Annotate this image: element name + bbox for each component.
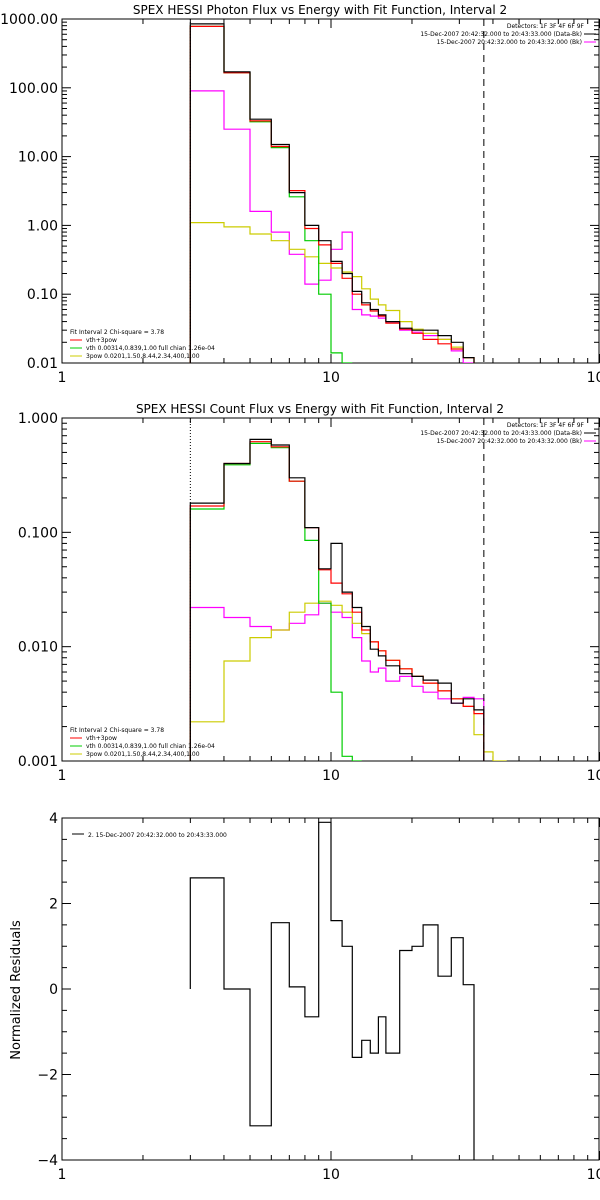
series-line-2-15-dec-2007-20-42-32-000-to-20-43-33-000: [189, 821, 475, 1160]
x-tick-label: 1: [58, 1167, 67, 1183]
x-tick-label: 10: [322, 768, 340, 784]
x-tick-label: 10: [322, 1167, 340, 1183]
series-group: [189, 438, 507, 761]
legend-entry: vth+3pow: [86, 735, 117, 742]
y-tick-label: −2: [37, 1068, 58, 1084]
series-group: [189, 23, 475, 363]
y-tick-label: 10.00: [18, 150, 58, 166]
y-tick-label: 1.000: [18, 411, 58, 427]
legend-entry: 15-Dec-2007 20:42:32.000 to 20:43:32.000…: [437, 438, 582, 445]
series-line-vth: [189, 442, 362, 761]
y-tick-label: 0.01: [27, 356, 58, 372]
series-line-vth-3pow: [189, 25, 475, 363]
y-tick-label: 0.010: [18, 640, 58, 656]
series-line-3pow: [189, 222, 475, 363]
y-tick-label: 0: [49, 982, 58, 998]
legend-entry: vth 0.00314,0.839,1.00 full chian 1.26e-…: [86, 345, 215, 352]
legend-entry: 3pow 0.0201,1.50,8.44,2.34,400,1.00: [86, 751, 200, 758]
series-line-bk: [189, 602, 485, 761]
plot-frame: [61, 417, 600, 762]
legend-entry: 2. 15-Dec-2007 20:42:32.000 to 20:43:33.…: [88, 832, 227, 839]
x-tick-label: 10: [322, 370, 340, 386]
series-line-3pow: [189, 600, 507, 761]
x-tick-label: 1: [58, 768, 67, 784]
series-line-vth: [189, 25, 353, 363]
legend-entry: 15-Dec-2007 20:42:32.000 to 20:43:32.000…: [437, 39, 582, 46]
y-tick-label: 1000.00: [0, 12, 58, 28]
legend-header: Fit Interval 2 Chi-square = 3.78: [70, 727, 164, 734]
y-tick-label: 0.001: [18, 754, 58, 770]
y-axis-label: Normalized Residuals: [9, 920, 24, 1060]
legend-header: Detectors: 1F 3F 4F 6F 9F: [507, 422, 585, 429]
legend-entry: 3pow 0.0201,1.50,8.44,2.34,400,1.00: [86, 353, 200, 360]
legend-entry: vth+3pow: [86, 337, 117, 344]
legend-entry: 15-Dec-2007 20:42:32.000 to 20:43:33.000…: [420, 430, 582, 437]
y-tick-label: −4: [37, 1153, 58, 1169]
y-tick-label: 4: [49, 811, 58, 827]
legend-header: Fit Interval 2 Chi-square = 3.78: [70, 329, 164, 336]
y-tick-label: 0.100: [18, 525, 58, 541]
panel-title: SPEX HESSI Photon Flux vs Energy with Fi…: [133, 3, 507, 17]
count-flux-panel: SPEX HESSI Count Flux vs Energy with Fit…: [18, 402, 600, 784]
series-line-data-bk: [189, 23, 475, 363]
legend-header: Detectors: 1F 3F 4F 6F 9F: [507, 23, 585, 30]
series-line-data-bk: [189, 438, 485, 761]
legend-entry: vth 0.00314,0.839,1.00 full chian 1.26e-…: [86, 743, 215, 750]
series-group: [189, 821, 475, 1160]
x-tick-label: 100: [587, 1167, 600, 1183]
series-line-vth-3pow: [189, 441, 485, 761]
series-line-bk: [189, 90, 474, 363]
y-tick-label: 1.00: [27, 218, 58, 234]
x-tick-label: 100: [587, 768, 600, 784]
y-tick-label: 0.10: [27, 287, 58, 303]
x-tick-label: 100: [587, 370, 600, 386]
x-tick-label: 1: [58, 370, 67, 386]
photon-flux-panel: SPEX HESSI Photon Flux vs Energy with Fi…: [0, 3, 600, 386]
residuals-panel: Normalized Residuals 1 10 100 −4 −2 0 2 4 2. 15-…: [9, 811, 600, 1183]
panel-title: SPEX HESSI Count Flux vs Energy with Fit…: [136, 402, 504, 416]
legend-entry: 15-Dec-2007 20:42:32.000 to 20:43:33.000…: [420, 31, 582, 38]
y-tick-label: 2: [49, 897, 58, 913]
y-tick-label: 100.00: [9, 81, 58, 97]
